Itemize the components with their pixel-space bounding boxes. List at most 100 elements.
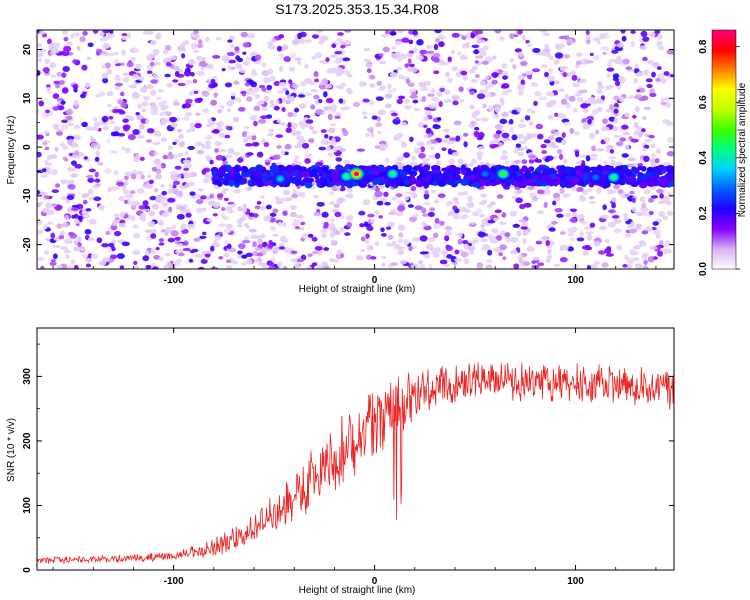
heatmap-cell <box>380 227 385 233</box>
heatmap-cell <box>151 203 160 210</box>
heatmap-cell <box>462 239 469 245</box>
heatmap-cell <box>487 219 496 224</box>
heatmap-cell <box>642 265 649 269</box>
heatmap-cell <box>480 117 489 122</box>
heatmap-cell <box>226 265 233 269</box>
heatmap-cell <box>368 74 376 80</box>
heatmap-cell <box>491 79 498 85</box>
heatmap-cell <box>330 217 335 223</box>
heatmap-cell <box>161 212 169 217</box>
heatmap-cell <box>237 106 246 112</box>
heatmap-cell <box>195 112 201 116</box>
heatmap-cell <box>155 169 162 175</box>
heatmap-cell <box>403 104 412 110</box>
heatmap-cell <box>93 121 101 128</box>
heatmap-band-cell <box>363 174 371 181</box>
heatmap-cell <box>622 132 631 136</box>
heatmap-cell <box>74 32 80 37</box>
heatmap-cell <box>325 97 334 104</box>
heatmap-cell <box>189 191 196 196</box>
heatmap-cell <box>285 127 292 133</box>
heatmap-cell <box>427 93 435 97</box>
heatmap-cell <box>224 154 233 159</box>
heatmap-cell <box>571 186 577 192</box>
heatmap-cell <box>201 90 210 97</box>
heatmap-cell <box>538 96 547 101</box>
heatmap-cell <box>304 64 309 69</box>
heatmap-cell <box>567 246 574 252</box>
heatmap-cell <box>530 82 539 88</box>
heatmap-cell <box>367 213 375 218</box>
heatmap-cell <box>252 241 257 248</box>
heatmap-cell <box>158 256 164 262</box>
heatmap-cell <box>135 112 140 116</box>
heatmap-cell <box>241 207 248 213</box>
heatmap-cell <box>369 83 376 88</box>
heatmap-cell <box>485 264 493 269</box>
heatmap-cell <box>164 231 169 237</box>
heatmap-band-cell <box>247 168 254 175</box>
heatmap-cell <box>176 128 183 133</box>
heatmap-cell <box>140 87 148 93</box>
heatmap-cell <box>285 90 290 96</box>
heatmap-cell <box>321 261 328 267</box>
heatmap-cell <box>142 200 149 207</box>
heatmap-cell <box>656 40 663 47</box>
heatmap-cell <box>313 94 320 100</box>
heatmap-cell <box>469 68 475 74</box>
heatmap-cell <box>290 52 297 59</box>
heatmap-cell <box>188 90 195 96</box>
heatmap-cell <box>121 241 130 247</box>
heatmap-cell <box>480 228 487 233</box>
heatmap-cell <box>51 47 60 54</box>
heatmap-cell <box>569 208 578 212</box>
heatmap-cell <box>311 55 317 60</box>
heatmap-cell <box>62 66 70 73</box>
heatmap-cell <box>666 49 674 55</box>
heatmap-cell <box>192 34 201 39</box>
heatmap-cell <box>643 155 650 163</box>
heatmap-cell <box>189 122 195 129</box>
heatmap-cell <box>640 30 648 38</box>
heatmap-cell <box>64 214 70 221</box>
heatmap-cell <box>384 157 390 164</box>
heatmap-cell <box>50 154 57 160</box>
heatmap-cell <box>81 209 87 215</box>
heatmap-cell <box>461 35 467 41</box>
heatmap-cell <box>51 258 56 263</box>
heatmap-cell <box>321 78 329 85</box>
heatmap-cell <box>58 235 65 240</box>
heatmap-cell <box>481 199 487 204</box>
heatmap-cell <box>563 53 570 59</box>
heatmap-cell <box>447 211 453 217</box>
heatmap-cell <box>205 36 210 42</box>
heatmap-cell <box>638 240 647 247</box>
heatmap-cell <box>77 242 82 248</box>
heatmap-cell <box>152 266 159 269</box>
heatmap-cell <box>401 140 407 146</box>
heatmap-cell <box>276 145 282 149</box>
heatmap-cell <box>293 144 302 149</box>
heatmap-cell <box>247 32 255 39</box>
heatmap-cell <box>498 221 507 226</box>
heatmap-cell <box>338 98 344 104</box>
heatmap-cell <box>474 55 484 59</box>
heatmap-cell <box>82 91 87 95</box>
heatmap-cell <box>260 115 269 119</box>
heatmap-cell <box>577 214 585 219</box>
heatmap-cell <box>81 121 88 128</box>
heatmap-cell <box>245 143 253 147</box>
heatmap-cell <box>133 265 140 269</box>
heatmap-cell <box>326 67 334 74</box>
heatmap-cell <box>50 232 56 239</box>
heatmap-cell <box>480 223 486 229</box>
heatmap-cell <box>480 238 488 243</box>
heatmap-cell <box>82 199 88 205</box>
heatmap-cell <box>209 159 214 165</box>
heatmap-cell <box>562 158 568 164</box>
heatmap-cell <box>311 236 318 242</box>
heatmap-cell <box>424 190 429 195</box>
heatmap-cell <box>612 126 618 132</box>
heatmap-cell <box>406 53 414 58</box>
heatmap-cell <box>297 32 303 40</box>
